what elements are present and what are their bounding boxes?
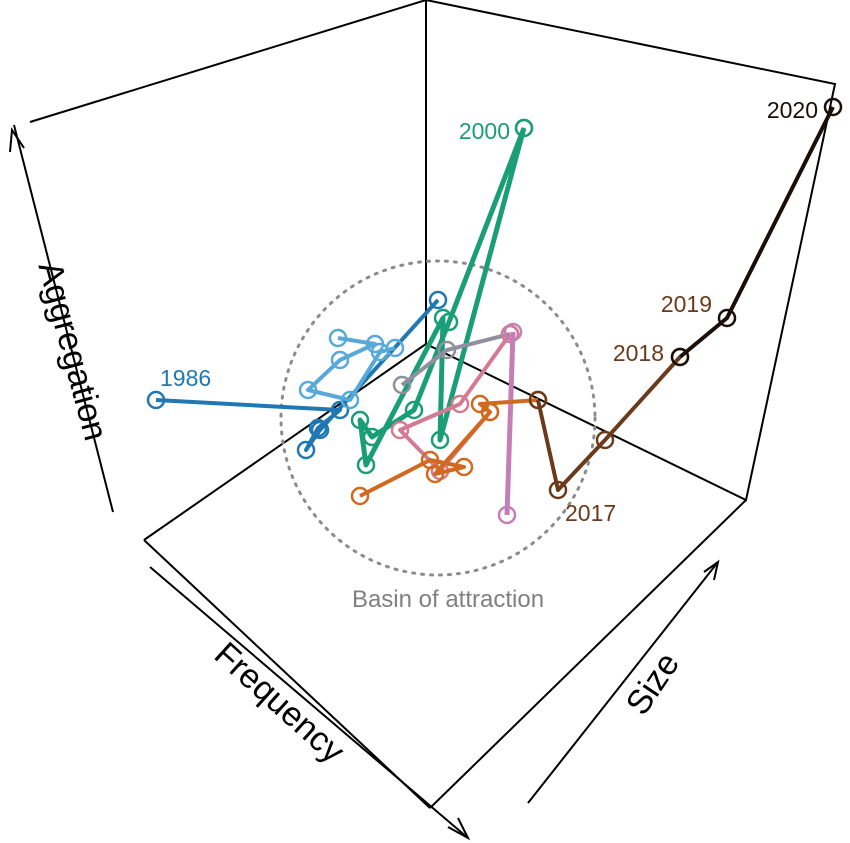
year-label-2017: 2017 <box>565 500 616 526</box>
trajectory-point <box>298 380 318 400</box>
trajectory-point <box>330 350 350 370</box>
trajectory-point <box>454 457 474 477</box>
trajectory-point <box>296 440 316 460</box>
trajectory-point <box>437 340 457 360</box>
trajectory-line-7 <box>536 355 682 492</box>
year-label-1986: 1986 <box>160 365 211 391</box>
back-right-face-edge <box>425 0 837 502</box>
trajectory-line-1 <box>306 336 396 402</box>
trajectory-point <box>514 118 534 138</box>
floor-right-edge <box>429 499 747 809</box>
aggregation-axis-arrow <box>13 124 114 513</box>
trajectory-point <box>548 480 568 500</box>
trajectory-point <box>439 312 459 332</box>
trajectory-point <box>595 430 615 450</box>
trajectory-line-3 <box>400 332 511 387</box>
trajectory-point <box>450 394 470 414</box>
trajectory-line-2 <box>357 127 527 468</box>
size-axis-arrow <box>527 561 719 804</box>
year-label-2000: 2000 <box>459 118 510 144</box>
axis-arrows <box>9 124 720 841</box>
frequency-axis-label: Frequency <box>207 635 352 771</box>
trajectory-point <box>503 322 523 342</box>
trajectory-point <box>528 390 548 410</box>
size-arrowhead <box>703 559 720 581</box>
trajectory-line-0 <box>155 298 440 452</box>
year-label-2019: 2019 <box>661 291 712 317</box>
trajectory-point <box>428 290 448 310</box>
back-left-face-edge <box>29 0 427 541</box>
box-frame <box>29 0 837 809</box>
trajectory-line-5 <box>504 331 516 516</box>
trajectory-point <box>430 430 450 450</box>
size-axis-label: Size <box>619 646 687 722</box>
trajectory-point <box>404 400 424 420</box>
trajectory-point <box>356 455 376 475</box>
trajectory-point <box>392 375 412 395</box>
series-layer <box>146 97 843 525</box>
frequency-arrowhead <box>447 817 471 841</box>
trajectory-point <box>670 347 690 367</box>
trajectory-point <box>328 328 348 348</box>
trajectory-point <box>350 486 370 506</box>
trajectory-point <box>362 427 382 447</box>
aggregation-arrowhead <box>9 127 25 153</box>
year-label-2020: 2020 <box>767 97 818 123</box>
trajectory-point <box>340 390 360 410</box>
trajectory-point <box>390 420 410 440</box>
basin-circle <box>279 259 597 577</box>
trajectory-point <box>497 505 517 525</box>
trajectory-point <box>425 464 445 484</box>
aggregation-axis-label: Aggregation <box>31 258 115 445</box>
trajectory-point <box>310 420 330 440</box>
year-labels: 1986 2000 2017 2018 2019 2020 <box>160 97 818 526</box>
trajectory-point <box>500 324 520 344</box>
trajectory-line-6 <box>359 398 539 498</box>
trajectory-point <box>385 338 405 358</box>
trajectory-point <box>470 394 490 414</box>
trajectory-point <box>146 390 166 410</box>
trajectory-point <box>717 308 737 328</box>
floor-front-edge <box>143 539 431 809</box>
year-label-2018: 2018 <box>613 340 664 366</box>
trajectory-point <box>330 400 350 420</box>
trajectory-point <box>308 418 328 438</box>
basin-label: Basin of attraction <box>352 586 544 613</box>
trajectory-point <box>350 410 370 430</box>
trajectory-point <box>823 97 843 117</box>
trajectory-line-8 <box>678 106 835 359</box>
frequency-axis-arrow <box>149 566 469 839</box>
